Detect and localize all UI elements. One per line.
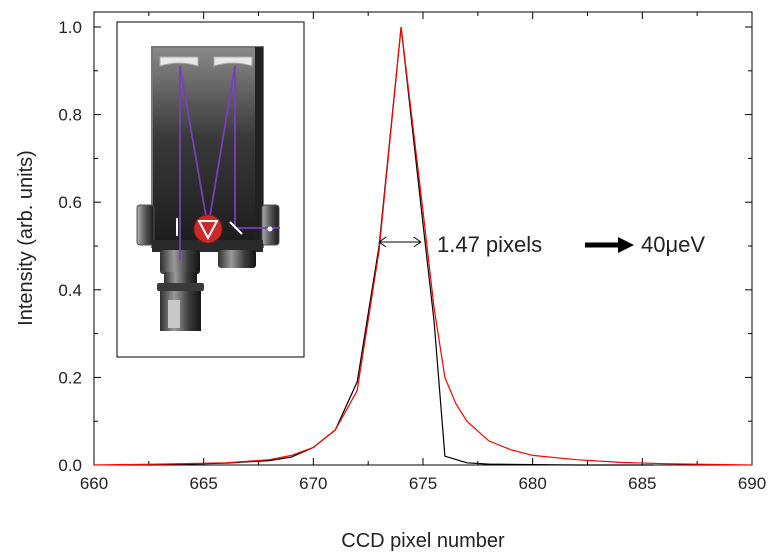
mirror-left-icon xyxy=(159,56,199,67)
fwhm-arrowhead-left xyxy=(378,236,387,248)
detector-tube-top xyxy=(160,250,200,274)
conversion-arrow-head xyxy=(618,237,634,253)
beam-path xyxy=(179,65,280,260)
y-axis-title: Intensity (arb. units) xyxy=(15,150,37,326)
x-axis-title: CCD pixel number xyxy=(341,530,505,552)
right-lower-block xyxy=(218,250,256,268)
left-port xyxy=(136,204,155,246)
slit-right xyxy=(229,221,243,235)
x-tick-label: 670 xyxy=(299,474,327,493)
x-tick-label: 685 xyxy=(628,474,656,493)
axis-ticks xyxy=(93,12,753,466)
y-tick-label: 0.6 xyxy=(58,193,82,212)
x-tick-label: 660 xyxy=(80,474,108,493)
detector-tube-mid xyxy=(164,272,197,284)
detector-tube-ring xyxy=(157,283,204,291)
x-tick-label: 690 xyxy=(738,474,766,493)
inset-spectrometer xyxy=(116,21,305,358)
spectrometer-side xyxy=(255,47,263,247)
fwhm-annotation: 1.47 pixels 40μeV xyxy=(378,232,705,257)
series-line-1 xyxy=(93,26,753,466)
y-tick-label: 0.0 xyxy=(58,456,82,475)
right-port xyxy=(261,204,280,246)
y-tick-label: 1.0 xyxy=(58,18,82,37)
x-tick-label: 665 xyxy=(189,474,217,493)
y-tick-label: 0.8 xyxy=(58,106,82,125)
x-tick-label: 680 xyxy=(518,474,546,493)
detector-tube-bottom xyxy=(160,291,201,331)
detector-tube-light xyxy=(168,300,180,328)
triangle-icon xyxy=(197,220,219,241)
energy-resolution-label: 40μeV xyxy=(641,232,705,257)
x-tick-label: 675 xyxy=(409,474,437,493)
y-tick-label: 0.4 xyxy=(58,281,82,300)
mirror-right-icon xyxy=(213,56,253,67)
axis-tick-labels: 660 665 670 675 680 685 690 0.0 0.2 0.4 0.6 0.8 1.0 xyxy=(58,18,766,493)
fwhm-label: 1.47 pixels xyxy=(437,232,542,257)
series-layer xyxy=(93,26,753,466)
output-dot xyxy=(267,226,273,232)
spectrometer-body xyxy=(151,46,264,248)
y-tick-label: 0.2 xyxy=(58,368,82,387)
fwhm-arrowhead-right xyxy=(413,236,422,248)
